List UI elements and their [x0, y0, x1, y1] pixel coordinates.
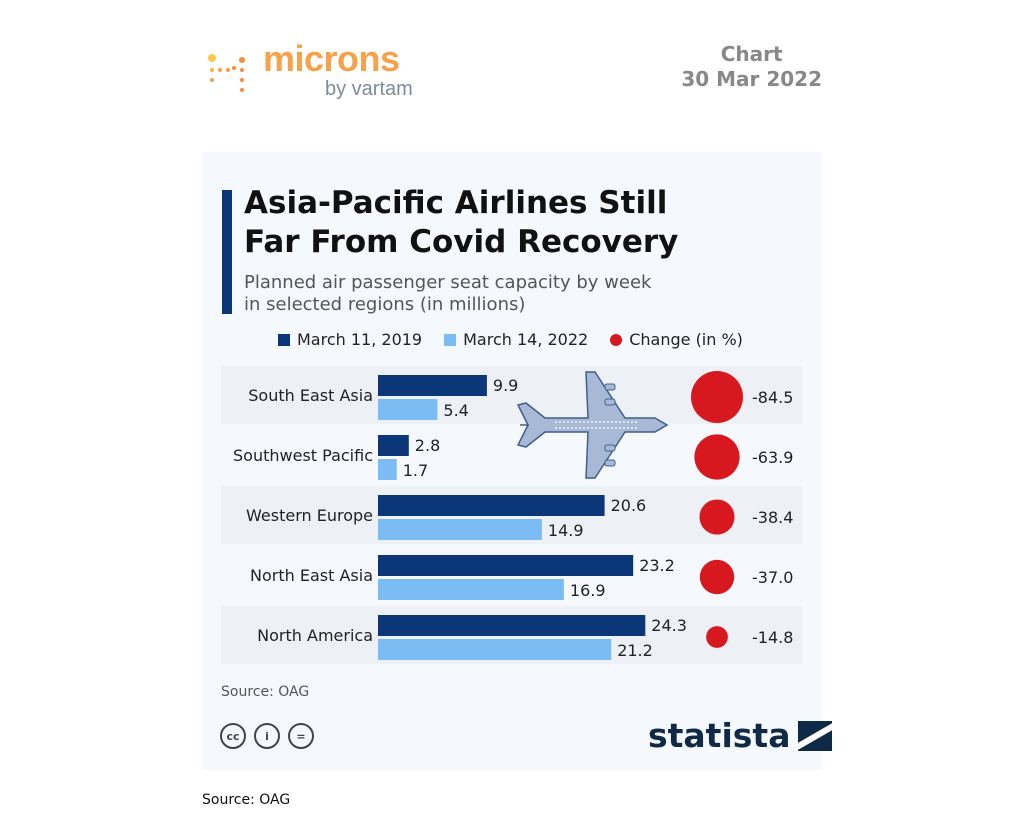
change-label: -38.4: [752, 508, 793, 527]
logo-dots-icon: [208, 54, 245, 92]
change-bubble: [706, 626, 728, 648]
legend-label: March 14, 2022: [463, 330, 589, 349]
attribution-icon: i: [254, 723, 280, 749]
legend-swatch: [278, 333, 290, 346]
change-bubble: [699, 499, 735, 535]
bar-2019: [378, 375, 487, 396]
legend-label: Change (in %): [629, 330, 743, 349]
bar-2022: [378, 399, 438, 420]
statista-text: statista: [648, 716, 791, 755]
bar-2019: [378, 495, 605, 516]
bar-2022: [378, 579, 564, 600]
bar-2019: [378, 615, 646, 636]
subtitle-line-1: Planned air passenger seat capacity by w…: [244, 272, 652, 293]
header-meta: Chart 30 Mar 2022: [681, 42, 822, 92]
title-accent-bar: [222, 190, 232, 314]
bar-label-2022: 1.7: [403, 461, 428, 480]
legend: March 11, 2019 March 14, 2022 Change (in…: [278, 330, 743, 349]
change-bubble: [694, 434, 740, 480]
bar-label-2022: 14.9: [548, 521, 584, 540]
header-kind: Chart: [720, 42, 783, 66]
bar-label-2019: 9.9: [493, 376, 518, 395]
bar-2022: [378, 519, 542, 540]
legend-dot: [610, 333, 623, 346]
title-line-1: Asia-Pacific Airlines Still: [244, 185, 668, 221]
title-line-2: Far From Covid Recovery: [244, 224, 679, 260]
category-label: South East Asia: [248, 386, 373, 405]
category-label: North East Asia: [250, 566, 373, 585]
chart-subtitle: Planned air passenger seat capacity by w…: [244, 272, 651, 316]
bar-2019: [378, 435, 409, 456]
microns-logo: microns by vartam: [207, 38, 447, 104]
category-label: North America: [257, 626, 373, 645]
bar-2022: [378, 639, 612, 660]
bar-label-2022: 16.9: [570, 581, 606, 600]
change-label: -84.5: [752, 388, 793, 407]
change-bubble: [691, 371, 743, 423]
footer-source: Source: OAG: [202, 792, 291, 808]
change-label: -63.9: [752, 448, 793, 467]
change-label: -14.8: [752, 628, 793, 647]
category-label: Southwest Pacific: [233, 446, 373, 465]
bar-label-2019: 20.6: [611, 496, 647, 515]
bar-label-2019: 24.3: [651, 616, 687, 635]
bar-label-2022: 5.4: [443, 401, 468, 420]
no-derivatives-icon: =: [288, 723, 314, 749]
header-date: 30 Mar 2022: [681, 67, 822, 91]
statista-logo: statista: [648, 716, 833, 755]
bar-label-2022: 21.2: [617, 641, 653, 660]
logo-text: microns: [263, 38, 400, 79]
legend-label: March 11, 2019: [297, 330, 423, 349]
legend-item-2022: March 14, 2022: [444, 330, 588, 349]
legend-swatch: [444, 333, 457, 346]
chart-title: Asia-Pacific Airlines Still Far From Cov…: [244, 184, 678, 262]
license-icons: cc i =: [220, 723, 314, 749]
bar-2022: [378, 459, 397, 480]
statista-mark-icon: [798, 720, 833, 751]
bar-2019: [378, 555, 634, 576]
legend-item-change: Change (in %): [610, 330, 743, 349]
logo-subtext: by vartam: [325, 78, 413, 100]
bar-label-2019: 23.2: [639, 556, 675, 575]
legend-item-2019: March 11, 2019: [278, 330, 422, 349]
chart-source: Source: OAG: [221, 684, 310, 700]
airplane-icon: [516, 371, 669, 479]
category-label: Western Europe: [246, 506, 373, 525]
change-label: -37.0: [752, 568, 793, 587]
change-bubble: [699, 559, 735, 595]
cc-icon: cc: [220, 723, 246, 749]
subtitle-line-2: in selected regions (in millions): [244, 294, 526, 315]
bar-label-2019: 2.8: [415, 436, 440, 455]
